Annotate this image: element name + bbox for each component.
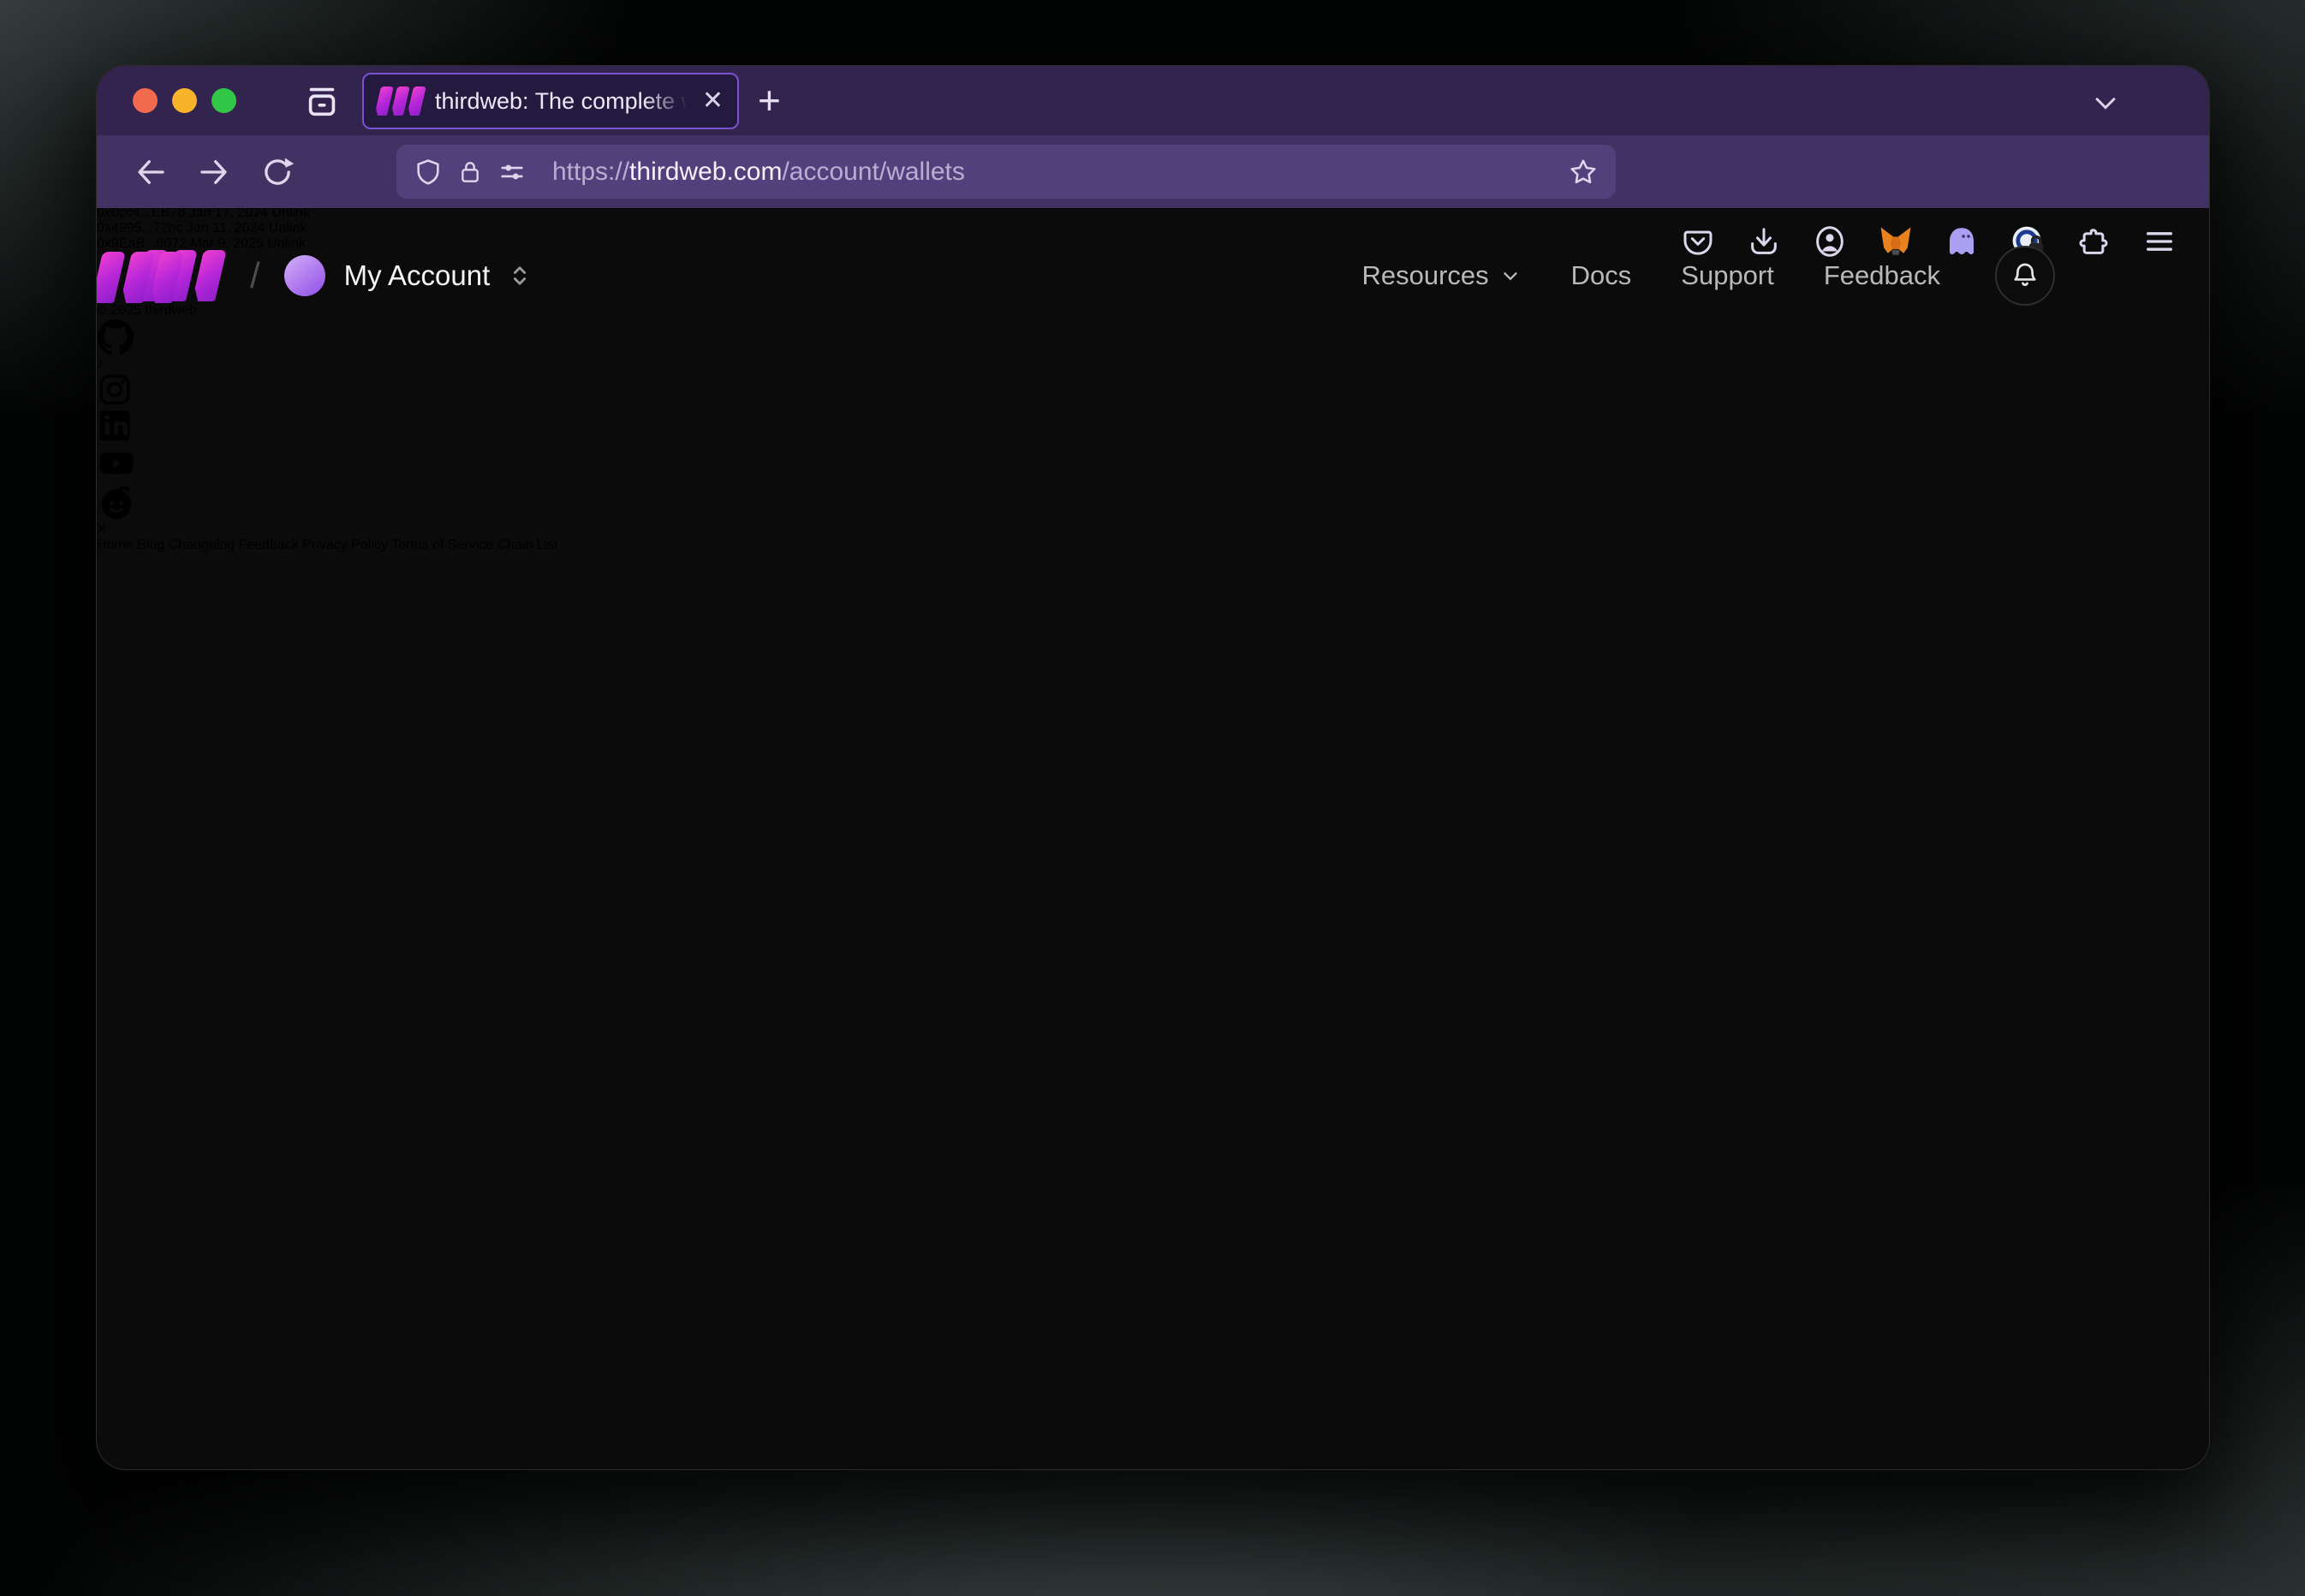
menu-icon[interactable] <box>2141 223 2178 260</box>
new-tab-button[interactable]: + <box>758 78 781 122</box>
container-icon[interactable] <box>302 81 342 121</box>
download-icon[interactable] <box>1745 223 1783 260</box>
table-row: 0x9EaB...6072 Mar 9, 2025 Unlink <box>97 236 2209 252</box>
tab-close-icon[interactable]: ✕ <box>701 86 724 115</box>
table-row: 0x4995...72bc Jan 11, 2024 Unlink <box>97 221 2209 236</box>
bookmark-star-icon[interactable] <box>1568 157 1599 188</box>
notifications-button[interactable] <box>1995 245 2055 306</box>
browser-tab[interactable]: thirdweb: The complete web3 d ✕ <box>362 73 739 129</box>
url-text[interactable]: https://thirdweb.com/account/wallets <box>552 158 965 187</box>
footer-link-privacy[interactable]: Privacy Policy <box>302 538 388 552</box>
footer-link-feedback[interactable]: Feedback <box>238 538 299 552</box>
site-footer: © 2025 thirdweb ♪ X Home Blog Chang <box>97 252 2209 553</box>
copyright: © 2025 thirdweb <box>97 303 197 318</box>
pocket-icon[interactable] <box>1679 223 1717 260</box>
github-icon[interactable] <box>97 319 2209 356</box>
nav-resources-label: Resources <box>1361 259 1489 290</box>
browser-window: thirdweb: The complete web3 d ✕ + <box>97 66 2209 1469</box>
x-icon[interactable]: X <box>97 522 106 537</box>
back-button[interactable] <box>133 154 169 190</box>
breadcrumb-separator: / <box>250 254 260 295</box>
footer-link-home[interactable]: Home <box>97 538 134 552</box>
url-prefix: https:// <box>552 157 630 186</box>
lock-icon[interactable] <box>456 158 484 186</box>
bell-icon <box>2014 263 2036 286</box>
chevron-down-icon <box>1503 271 1517 280</box>
footer-links: Home Blog Changelog Feedback Privacy Pol… <box>97 538 2209 553</box>
unlink-label: Unlink <box>271 205 311 220</box>
account-avatar <box>283 254 325 296</box>
browser-toolbar: https://thirdweb.com/account/wallets <box>97 135 2209 257</box>
site-header: / My Account Resources Docs Support Feed… <box>97 208 2209 342</box>
shield-icon[interactable] <box>414 158 443 187</box>
tab-title: thirdweb: The complete web3 d <box>435 87 690 114</box>
nav-feedback[interactable]: Feedback <box>1823 259 1940 290</box>
linked-on-date: Jan 11, 2024 <box>186 221 265 235</box>
unlink-button[interactable]: Unlink <box>267 236 305 251</box>
nav-docs[interactable]: Docs <box>1570 259 1632 290</box>
wallet-address: 0x9EaB...6072 <box>97 236 187 251</box>
linked-on-date: Mar 9, 2025 <box>190 236 264 251</box>
window-close-button[interactable] <box>133 88 158 113</box>
permissions-icon[interactable] <box>497 158 527 187</box>
forward-button[interactable] <box>196 154 232 190</box>
linkedin-icon[interactable] <box>97 408 2209 444</box>
account-chevrons-icon[interactable] <box>505 261 534 290</box>
url-domain: thirdweb.com <box>629 157 783 186</box>
tabs-dropdown-icon[interactable] <box>2091 88 2120 117</box>
unlink-button[interactable]: Unlink <box>272 205 310 220</box>
reload-button[interactable] <box>259 154 295 190</box>
unlink-label: Unlink <box>268 221 307 235</box>
url-bar[interactable]: https://thirdweb.com/account/wallets <box>396 145 1616 199</box>
instagram-icon[interactable] <box>97 372 2209 408</box>
extensions-icon[interactable] <box>2075 223 2112 260</box>
window-minimize-button[interactable] <box>172 88 197 113</box>
unlink-label: Unlink <box>267 236 306 251</box>
footer-link-terms[interactable]: Terms of Service <box>390 538 494 552</box>
footer-link-blog[interactable]: Blog <box>137 538 165 552</box>
user-avatar[interactable] <box>2105 245 2166 307</box>
account-switcher[interactable]: My Account <box>343 259 491 291</box>
profile-icon[interactable] <box>1811 223 1849 260</box>
wallet-address: 0x4995...72bc <box>97 221 183 235</box>
table-row: 0x0cc4...EB78 Jan 17, 2024 Unlink <box>97 205 2209 221</box>
phantom-icon[interactable] <box>1943 223 1980 260</box>
social-links: ♪ X <box>97 319 2209 538</box>
youtube-icon[interactable] <box>97 444 2209 483</box>
nav-resources[interactable]: Resources <box>1361 260 1521 291</box>
footer-link-chainlist[interactable]: Chain List <box>497 538 558 552</box>
reddit-icon[interactable] <box>97 483 2209 522</box>
window-zoom-button[interactable] <box>211 88 236 113</box>
tiktok-icon[interactable]: ♪ <box>97 356 104 371</box>
footer-link-changelog[interactable]: Changelog <box>168 538 235 552</box>
browser-tab-bar: thirdweb: The complete web3 d ✕ + <box>97 66 2209 135</box>
tab-favicon-thirdweb-icon <box>378 86 423 116</box>
wallet-address: 0x0cc4...EB78 <box>97 205 186 220</box>
url-path: /account/wallets <box>782 157 965 186</box>
nav-support[interactable]: Support <box>1681 259 1774 290</box>
linked-on-date: Jan 17, 2024 <box>188 205 269 220</box>
unlink-button[interactable]: Unlink <box>269 221 307 235</box>
metamask-icon[interactable] <box>1877 223 1915 260</box>
